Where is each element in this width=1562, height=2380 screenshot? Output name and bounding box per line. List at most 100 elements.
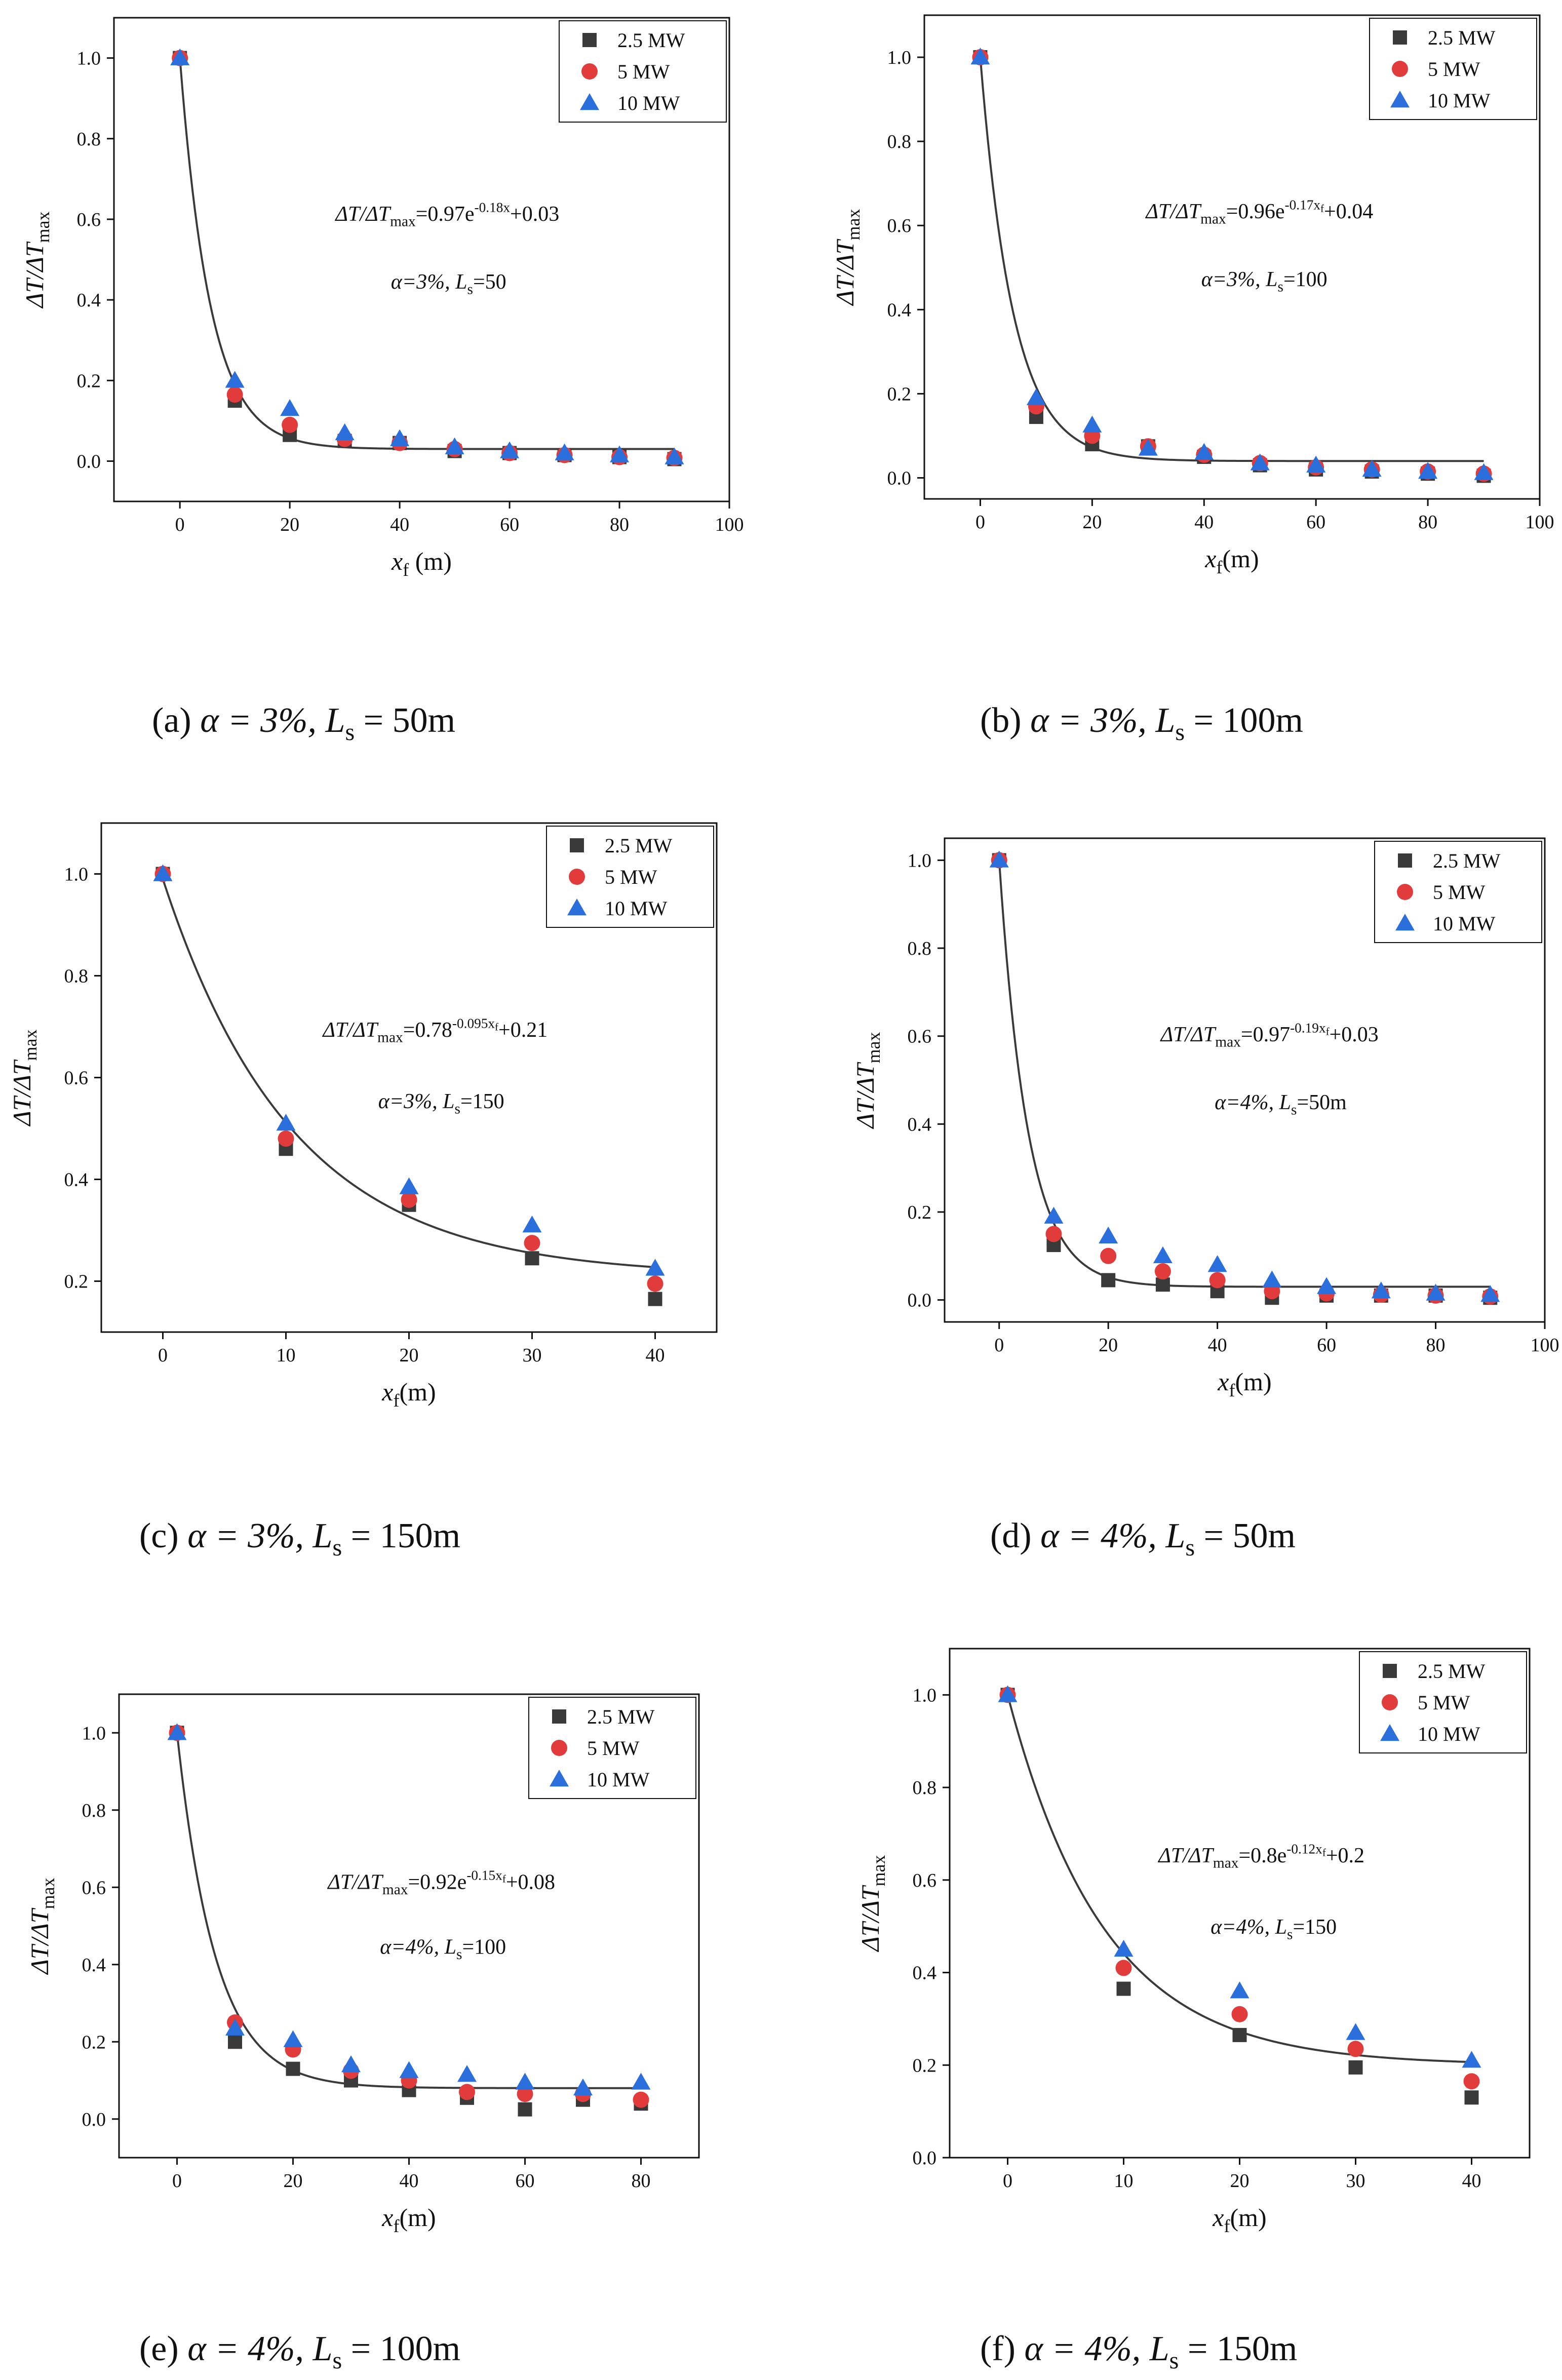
x-tick-label: 20 — [280, 514, 299, 535]
y-tick-label: 0.2 — [82, 2032, 106, 2053]
fit-curve — [179, 58, 675, 450]
data-point-triangle — [1099, 1226, 1118, 1243]
data-point-triangle — [1306, 455, 1326, 473]
x-tick-label: 40 — [1194, 512, 1214, 533]
data-point-triangle — [225, 2018, 245, 2036]
data-point-triangle — [631, 2073, 651, 2090]
data-point-triangle — [1114, 1939, 1134, 1957]
data-point-circle — [524, 1235, 540, 1252]
fit-parameters: α=4%, Ls=100 — [380, 1935, 506, 1963]
legend-label: 10 MW — [617, 92, 680, 114]
data-point-triangle — [153, 864, 173, 881]
fit-equation: ΔT/ΔTmax=0.96e-0.17xf+0.04 — [1145, 197, 1373, 227]
data-point-triangle — [610, 445, 630, 462]
y-axis-label: ΔT/ΔTmax — [8, 1029, 41, 1126]
y-tick-label: 0.6 — [82, 1877, 106, 1898]
data-point-circle — [1463, 2073, 1480, 2090]
y-tick-label: 0.6 — [908, 1026, 932, 1047]
legend-label: 2.5 MW — [605, 834, 673, 857]
data-point-triangle — [283, 2030, 303, 2047]
y-axis-label: ΔT/ΔTmax — [20, 211, 53, 308]
data-point-triangle — [1371, 1281, 1391, 1299]
fit-equation: ΔT/ΔTmax=0.97e-0.18x+0.03 — [334, 200, 559, 229]
legend-marker-triangle — [580, 93, 599, 110]
data-point-triangle — [1426, 1283, 1446, 1301]
data-point-triangle — [998, 1685, 1018, 1702]
data-point-circle — [633, 2091, 649, 2108]
y-tick-label: 0.2 — [887, 383, 912, 405]
legend: 2.5 MW 5 MW 10 MW — [1369, 18, 1537, 120]
data-point-circle — [647, 1275, 663, 1292]
data-point-triangle — [522, 1215, 542, 1233]
legend-label: 5 MW — [1418, 1691, 1470, 1714]
data-point-circle — [1347, 2041, 1364, 2057]
data-point-square — [1155, 1277, 1170, 1292]
data-point-triangle — [573, 2078, 593, 2095]
data-point-triangle — [1026, 388, 1046, 405]
legend-label: 5 MW — [1433, 881, 1486, 904]
data-point-triangle — [445, 437, 464, 454]
y-tick-label: 0.6 — [64, 1068, 89, 1089]
legend: 2.5 MW 5 MW 10 MW — [559, 20, 727, 123]
legend-marker-triangle — [550, 1770, 569, 1787]
fit-parameters: α=3%, Ls=150 — [378, 1090, 504, 1117]
x-tick-label: 40 — [1208, 1335, 1227, 1356]
x-tick-label: 80 — [1418, 512, 1437, 533]
data-point-square — [648, 1292, 662, 1306]
data-point-circle — [401, 1191, 417, 1208]
legend-marker-circle — [1397, 884, 1413, 900]
x-tick-label: 60 — [1306, 512, 1325, 533]
data-point-triangle — [1044, 1206, 1064, 1224]
x-axis-label: xf(m) — [1204, 544, 1259, 577]
legend-label: 5 MW — [587, 1737, 640, 1760]
data-point-triangle — [665, 447, 684, 464]
x-tick-label: 30 — [1346, 2170, 1365, 2192]
y-tick-label: 0.0 — [908, 1290, 932, 1311]
data-point-square — [1464, 2090, 1479, 2105]
data-point-triangle — [1418, 462, 1438, 479]
y-tick-label: 0.8 — [887, 131, 912, 152]
x-tick-label: 0 — [172, 2170, 182, 2192]
data-point-circle — [282, 416, 298, 433]
y-tick-label: 0.8 — [82, 1800, 106, 1821]
y-tick-label: 0.0 — [77, 451, 101, 472]
data-point-triangle — [335, 423, 355, 440]
data-point-circle — [1115, 1960, 1132, 1976]
y-tick-label: 0.2 — [908, 1202, 932, 1223]
data-point-square — [518, 2102, 532, 2117]
legend-label: 2.5 MW — [617, 29, 685, 52]
panel-caption: (c) α = 3%, Ls = 150m — [139, 1516, 460, 1561]
chart-panel-b: 0 20 40 60 80 100 0.0 0.2 0.4 0.6 0.8 1.0 ΔT/ΔTmax xf… — [831, 14, 1554, 577]
legend-marker-circle — [569, 869, 585, 885]
x-tick-label: 60 — [500, 514, 519, 535]
data-point-triangle — [1153, 1246, 1173, 1264]
y-tick-label: 1.0 — [82, 1723, 106, 1744]
data-point-square — [286, 2061, 300, 2076]
y-tick-label: 0.8 — [77, 129, 101, 150]
x-tick-label: 30 — [523, 1345, 542, 1366]
x-tick-label: 100 — [715, 514, 744, 535]
y-tick-label: 0.6 — [913, 1870, 937, 1891]
data-point-circle — [226, 386, 243, 403]
fit-parameters: α=4%, Ls=150 — [1210, 1916, 1337, 1943]
data-point-circle — [1154, 1263, 1171, 1280]
legend-marker-square — [1398, 853, 1412, 868]
data-point-circle — [278, 1130, 294, 1147]
legend-marker-square — [1383, 1664, 1397, 1678]
panel-caption: (e) α = 4%, Ls = 100m — [139, 2329, 460, 2374]
legend-marker-circle — [581, 63, 598, 80]
data-point-triangle — [645, 1259, 665, 1276]
y-tick-label: 0.0 — [913, 2148, 937, 2169]
y-axis-label: ΔT/ΔTmax — [851, 1032, 884, 1129]
legend-label: 10 MW — [1428, 89, 1491, 112]
y-tick-label: 0.4 — [64, 1169, 89, 1191]
y-tick-label: 0.2 — [64, 1271, 89, 1293]
data-point-square — [525, 1251, 539, 1266]
legend: 2.5 MW 5 MW 10 MW — [528, 1697, 696, 1799]
legend-marker-triangle — [1380, 1724, 1399, 1741]
y-tick-label: 0.0 — [887, 467, 912, 489]
data-point-circle — [517, 2086, 533, 2102]
legend: 2.5 MW 5 MW 10 MW — [1374, 841, 1542, 943]
data-point-triangle — [341, 2055, 361, 2073]
plot-frame — [113, 17, 730, 502]
